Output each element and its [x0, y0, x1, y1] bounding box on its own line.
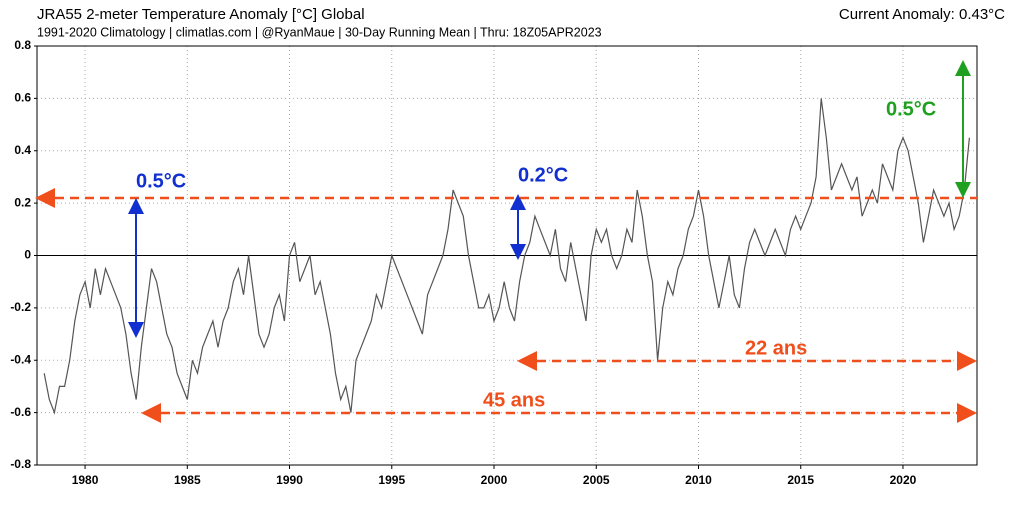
- annotation: 22 ans: [745, 337, 807, 359]
- plot-frame: [36, 45, 978, 466]
- annotations: 0.5°C 0.2°C 0.5°C 22 ans 45 ans: [35, 60, 977, 423]
- x-tick-label: 1980: [72, 473, 99, 487]
- annotation: 0.5°C: [136, 170, 186, 192]
- plot-area: -0.8 -0.6 -0.4 -0.2 0 0.2 0.4 0.6 0.8 1980 1985 199…: [10, 38, 978, 487]
- x-tick-label: 2020: [890, 473, 917, 487]
- x-tick-label: 2010: [685, 473, 712, 487]
- y-tick-label: 0: [24, 248, 31, 262]
- annotation: 0.2°C: [518, 164, 568, 186]
- chart-subtitle: 1991-2020 Climatology | climatlas.com | …: [37, 25, 602, 39]
- data-line: [43, 98, 970, 415]
- y-tick-label: -0.4: [10, 352, 31, 366]
- annotation: 45 ans: [483, 389, 545, 411]
- x-tick-label: 1995: [378, 473, 405, 487]
- chart-title: JRA55 2-meter Temperature Anomaly [°C] G…: [37, 6, 365, 23]
- annotation: 0.5°C: [886, 98, 936, 120]
- current-anomaly: Current Anomaly: 0.43°C: [839, 6, 1005, 23]
- x-tick-label: 2015: [787, 473, 814, 487]
- y-tick-label: 0.8: [14, 38, 31, 52]
- x-tick-label: 2000: [481, 473, 508, 487]
- y-tick-label: 0.2: [14, 195, 31, 209]
- x-tick-label: 1985: [174, 473, 201, 487]
- x-tick-label: 1990: [276, 473, 303, 487]
- y-tick-label: 0.4: [14, 143, 31, 157]
- y-tick-label: -0.8: [10, 457, 31, 471]
- y-tick-label: -0.2: [10, 300, 31, 314]
- x-tick-label: 2005: [583, 473, 610, 487]
- y-tick-label: 0.6: [14, 91, 31, 105]
- y-tick-label: -0.6: [10, 405, 31, 419]
